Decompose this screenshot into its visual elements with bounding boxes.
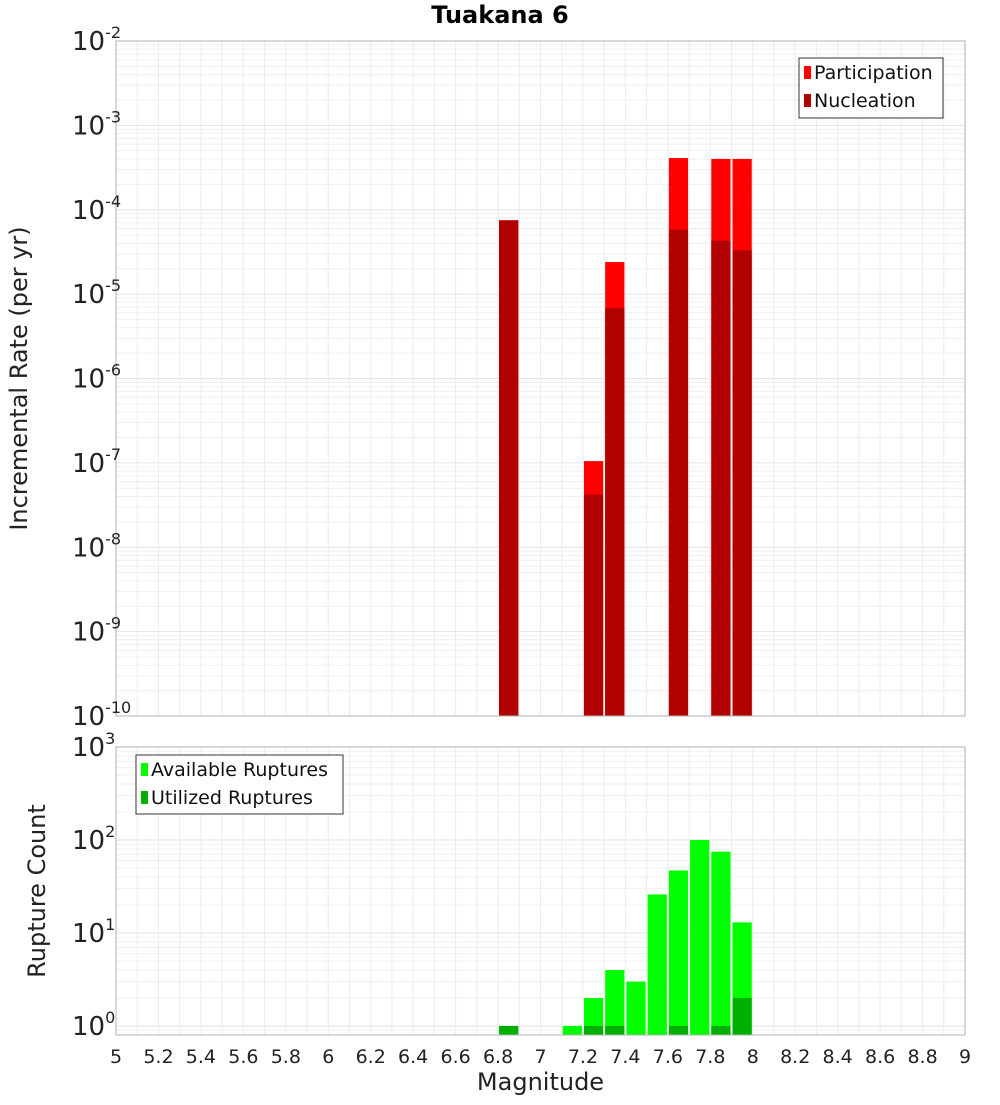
x-axis-label: Magnitude	[477, 1068, 604, 1096]
legend-box	[798, 57, 944, 119]
y-tick-labels: 100 101 102 103	[72, 729, 115, 1042]
bar	[605, 308, 625, 716]
y-tick-label: 101	[72, 915, 115, 949]
x-tick-label: 5.8	[271, 1046, 301, 1068]
bar	[562, 1025, 582, 1035]
bar	[626, 981, 646, 1035]
bar	[583, 997, 604, 1035]
y-tick-label: 10-9	[72, 614, 121, 648]
y-tick-label: 103	[72, 729, 115, 763]
legend-label: Utilized Ruptures	[151, 787, 313, 809]
bar	[711, 240, 731, 717]
bar	[668, 229, 689, 717]
y-tick-label: 10-7	[72, 445, 121, 479]
x-tick-label: 6.4	[398, 1046, 428, 1068]
bar	[605, 1025, 625, 1035]
bar	[732, 250, 752, 717]
x-tick-label: 8.6	[865, 1046, 895, 1068]
x-tick-label: 5.4	[186, 1046, 216, 1068]
series-nucleation	[499, 220, 752, 717]
plot-border	[115, 746, 966, 1036]
bar	[499, 220, 519, 717]
y-tick-label: 10-4	[72, 192, 121, 226]
bar	[583, 494, 604, 716]
x-tick-label: 6.8	[483, 1046, 513, 1068]
legend-box	[135, 754, 344, 815]
y-tick-label: 10-6	[72, 361, 121, 395]
x-tick-label: 8.4	[823, 1046, 853, 1068]
x-tick-label: 6.2	[356, 1046, 386, 1068]
y-tick-labels: 10-10 10-9 10-8 10-7 10-6 10-5 10-4 10-3 10-2	[72, 23, 131, 732]
y-axis-label: Incremental Rate (per yr)	[5, 226, 33, 530]
bar	[711, 1025, 731, 1035]
x-tick-label: 7.2	[568, 1046, 598, 1068]
y-tick-label: 10-8	[72, 529, 121, 563]
x-tick-label: 5	[110, 1046, 122, 1068]
bar	[732, 997, 752, 1035]
x-tick-label: 5.6	[228, 1046, 258, 1068]
x-tick-label: 7.8	[695, 1046, 725, 1068]
y-tick-label: 100	[72, 1008, 115, 1042]
y-tick-label: 10-2	[72, 23, 121, 57]
y-tick-label: 10-3	[72, 107, 121, 141]
y-axis-label: Rupture Count	[23, 804, 51, 978]
plot-border	[115, 40, 966, 717]
legend-label: Participation	[814, 62, 933, 84]
x-tick-label: 7	[534, 1046, 546, 1068]
y-tick-label: 10-10	[72, 698, 131, 732]
x-tick-label: 7.6	[653, 1046, 683, 1068]
x-tick-label: 8	[747, 1046, 759, 1068]
bar	[583, 1025, 604, 1035]
x-tick-label: 6.6	[440, 1046, 470, 1068]
x-tick-label: 9	[959, 1046, 971, 1068]
bar	[647, 894, 667, 1035]
x-tick-label: 6	[322, 1046, 334, 1068]
grid	[115, 41, 966, 717]
x-tick-label: 7.4	[610, 1046, 640, 1068]
bar	[711, 851, 731, 1035]
x-tick-labels: 5 5.2 5.4 5.6 5.8 6 6.2 6.4 6.6 6.8 7 7.2 7.4 7.6 7.8 8…	[110, 1046, 971, 1068]
legend-swatch	[804, 66, 811, 79]
bar	[690, 839, 710, 1035]
x-tick-label: 8.8	[907, 1046, 937, 1068]
bar	[668, 870, 689, 1035]
legend-label: Nucleation	[814, 90, 916, 112]
x-tick-label: 5.2	[143, 1046, 173, 1068]
panel-1: 10-10 10-9 10-8 10-7 10-6 10-5 10-4 10-3 10-2 Inc…	[5, 23, 966, 732]
series-utilized-ruptures	[499, 997, 752, 1035]
legend-swatch	[141, 763, 148, 776]
bar	[605, 969, 625, 1035]
y-tick-label: 102	[72, 822, 115, 856]
legend: Available Ruptures Utilized Ruptures	[135, 754, 344, 815]
chart-title: Tuakana 6	[431, 1, 569, 29]
legend-label: Available Ruptures	[151, 759, 328, 781]
x-tick-label: 8.2	[780, 1046, 810, 1068]
y-tick-label: 10-5	[72, 276, 121, 310]
bar	[499, 1025, 519, 1035]
legend-swatch	[804, 94, 811, 107]
bar	[668, 1025, 689, 1035]
legend-swatch	[141, 791, 148, 804]
legend: Participation Nucleation	[798, 57, 944, 119]
